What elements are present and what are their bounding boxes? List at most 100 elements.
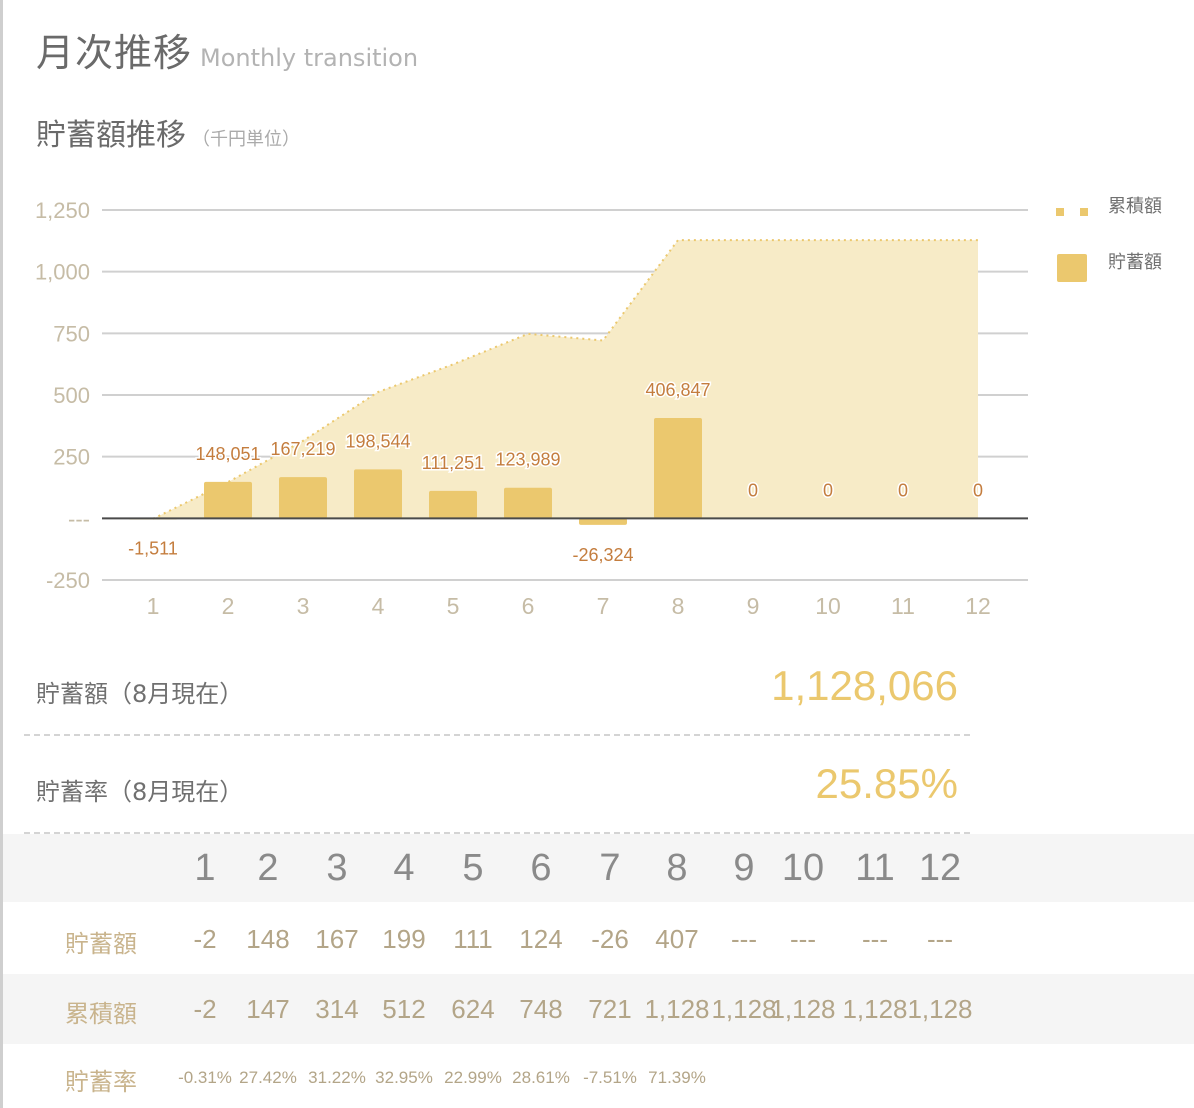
cumulative-area [153,240,978,519]
savings-bar [429,490,477,519]
savings-bar [279,477,327,519]
data-label: -1,511 [128,539,178,559]
month-header: 1 [194,847,216,889]
table-cell: 407 [655,924,699,954]
table-cell: 148 [246,924,290,954]
month-header: 2 [257,847,279,889]
chart-unit: （千円単位） [192,129,300,150]
table-cell: 1,128 [842,994,908,1024]
summary-rate: 貯蓄率（8月現在） 25.85% [36,760,958,820]
table-cell: 167 [315,924,359,954]
legend-label-savings: 貯蓄額 [1108,252,1162,273]
table-cell: -0.31% [178,1068,232,1087]
table-cell: -2 [193,994,217,1024]
legend-swatch-cumulative [1080,208,1088,216]
x-tick-label: 12 [965,593,991,619]
y-tick-label: -250 [46,568,90,593]
table-cell: -2 [193,924,217,954]
divider [24,734,970,736]
y-tick-label: 1,250 [35,198,90,223]
month-header: 5 [462,847,484,889]
month-header: 4 [393,847,415,889]
month-header: 7 [599,847,621,889]
table-cell: 27.42% [239,1068,297,1087]
legend-swatch-cumulative [1056,208,1064,216]
table-cell: 147 [246,994,290,1024]
table-cell: 31.22% [308,1068,366,1087]
data-label: 148,051 [195,444,260,464]
data-label: 0 [973,480,983,500]
table-cell: 124 [519,924,563,954]
y-tick-label: 250 [53,445,90,470]
table-cell: 199 [382,924,426,954]
y-tick-label: 1,000 [35,260,90,285]
row-label: 累積額 [65,1000,137,1028]
savings-bar [579,518,627,525]
table-cell: -7.51% [583,1068,637,1087]
left-border [0,0,3,1108]
x-tick-label: 11 [891,593,915,619]
summary-rate-value: 25.85% [815,760,958,807]
table-row: 貯蓄率 -0.31% 27.42% 31.22% 32.95% 22.99% 28.61% -… [3,1044,1194,1108]
x-tick-label: 1 [147,593,160,619]
page-title-en: Monthly transition [200,44,419,72]
table-cell: 1,128 [711,994,777,1024]
row-label: 貯蓄額 [65,930,137,958]
divider [24,832,970,834]
table-cell: -26 [591,924,629,954]
month-header: 9 [733,847,755,889]
table-cell: 721 [588,994,632,1024]
chart-heading: 貯蓄額推移 （千円単位） [36,110,300,154]
x-tick-label: 7 [597,593,610,619]
legend-swatch-savings [1057,254,1087,282]
table-cell: 111 [453,924,493,954]
savings-bar [204,481,252,519]
y-tick-label: 750 [53,321,90,346]
month-header: 12 [918,847,962,889]
data-label: 123,989 [495,450,560,470]
table-cell: 28.61% [512,1068,570,1087]
month-header: 8 [666,847,688,889]
table-cell: 71.39% [648,1068,706,1087]
table-cell: 1,128 [907,994,973,1024]
table-cell: 748 [519,994,563,1024]
x-tick-label: 6 [522,593,535,619]
data-label: -26,324 [572,545,633,565]
month-header: 3 [326,847,348,889]
y-tick-label: --- [68,506,90,531]
table-cell: 22.99% [444,1068,502,1087]
savings-bar [504,487,552,519]
table-cell: 624 [451,994,495,1024]
x-tick-label: 2 [222,593,235,619]
table-cell: --- [927,924,953,954]
table-cell: --- [862,924,888,954]
table-header-row: 1 2 3 4 5 6 7 8 9 10 11 12 [3,834,1194,902]
table-row: 累積額 -2 147 314 512 624 748 721 1,128 1,128 1,128 1,… [3,974,1194,1044]
month-header: 10 [781,847,825,889]
summary-savings-label: 貯蓄額（8月現在） [36,680,244,708]
x-tick-label: 3 [297,593,310,619]
summary-savings: 貯蓄額（8月現在） 1,128,066 [36,662,958,722]
x-tick-label: 5 [447,593,460,619]
table-cell: 512 [382,994,426,1024]
table-cell: 32.95% [375,1068,433,1087]
table-cell: 1,128 [770,994,836,1024]
x-tick-label: 9 [747,593,760,619]
data-label: 0 [898,480,908,500]
data-label: 111,251 [422,453,484,473]
section-title: 月次推移 Monthly transition [36,22,418,77]
table-cell: 314 [315,994,359,1024]
data-label: 167,219 [270,439,335,459]
data-label: 0 [823,480,833,500]
row-label: 貯蓄率 [65,1068,137,1096]
month-header: 11 [855,847,895,889]
x-tick-label: 8 [672,593,685,619]
table-cell: --- [731,924,757,954]
savings-bar [654,417,702,519]
y-tick-label: 500 [53,383,90,408]
table-cell: --- [790,924,816,954]
legend-label-cumulative: 累積額 [1108,196,1162,217]
summary-savings-value: 1,128,066 [771,662,958,709]
month-header: 6 [530,847,552,889]
